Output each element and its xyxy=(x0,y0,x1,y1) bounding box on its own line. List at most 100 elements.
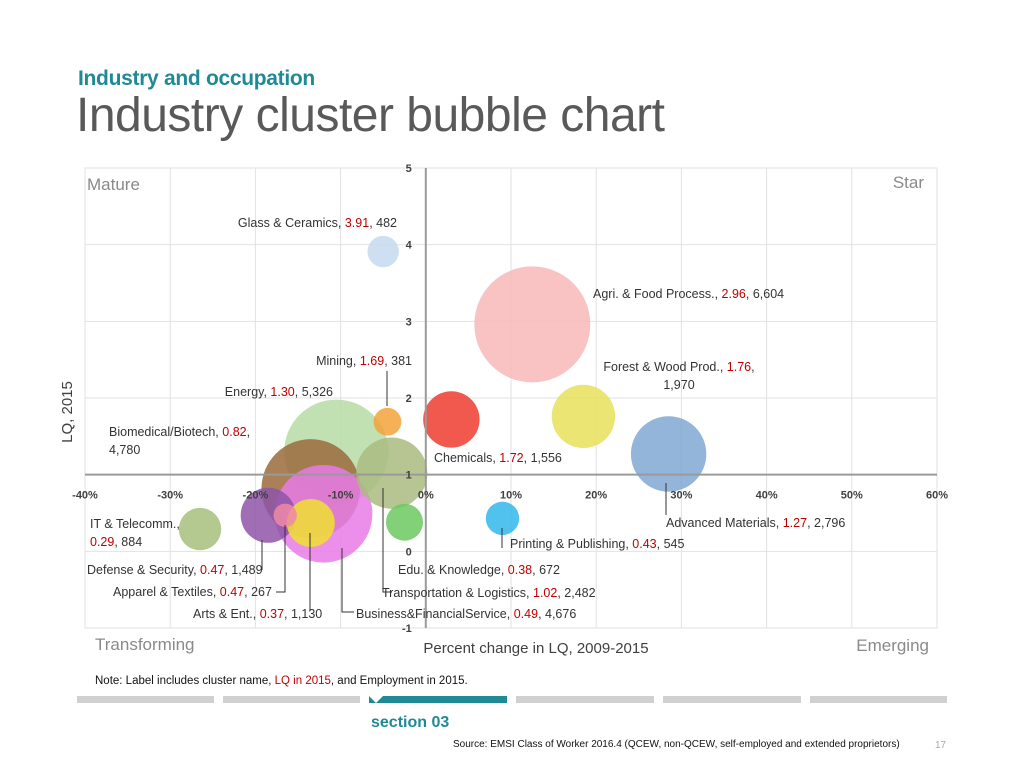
nav-section-4[interactable] xyxy=(516,696,654,703)
nav-section-6[interactable] xyxy=(810,696,947,703)
data-label-text: Advanced Materials, xyxy=(666,516,783,530)
nav-section-1[interactable] xyxy=(77,696,214,703)
data-label-text: Mining, xyxy=(316,354,360,368)
data-label-text: , xyxy=(751,360,754,374)
data-label-text: 1,970 xyxy=(663,378,694,392)
x-tick-label: 40% xyxy=(756,490,778,502)
data-label-lq-value: 0.37 xyxy=(260,607,284,621)
data-label-forest-wood-prod: Forest & Wood Prod., 1.76, xyxy=(603,360,754,374)
data-label-text: Forest & Wood Prod., xyxy=(603,360,726,374)
data-label-lq-value: 2.96 xyxy=(722,287,746,301)
data-label-text: , 4,676 xyxy=(538,607,576,621)
x-axis-title: Percent change in LQ, 2009-2015 xyxy=(423,640,648,657)
data-label-text: Chemicals, xyxy=(434,451,499,465)
note-suffix: , and Employment in 2015. xyxy=(330,675,468,687)
data-label-text: Printing & Publishing, xyxy=(510,537,632,551)
data-label-defense-security: Defense & Security, 0.47, 1,489 xyxy=(87,563,263,577)
data-label-text: Defense & Security, xyxy=(87,563,200,577)
y-tick-label: 3 xyxy=(406,316,412,328)
data-label-text: Energy, xyxy=(225,385,271,399)
chart-note: Note: Label includes cluster name, LQ in… xyxy=(95,675,468,687)
note-prefix: Note: Label includes cluster name, xyxy=(95,675,275,687)
data-label-text: Transportation & Logistics, xyxy=(382,586,533,600)
data-label-chemicals: Chemicals, 1.72, 1,556 xyxy=(434,451,562,465)
bubble-forest-wood-prod xyxy=(551,384,616,449)
section-label: section 03 xyxy=(371,714,450,731)
x-tick-label: -10% xyxy=(328,490,354,502)
data-label-edu-knowledge: Edu. & Knowledge, 0.38, 672 xyxy=(398,563,560,577)
data-label-text: , 2,482 xyxy=(557,586,595,600)
data-label-text: Glass & Ceramics, xyxy=(238,216,345,230)
data-label-text: Biomedical/Biotech, xyxy=(109,425,222,439)
nav-section-2[interactable] xyxy=(223,696,360,703)
data-label-energy: Energy, 1.30, 5,326 xyxy=(225,385,333,399)
x-tick-label: 30% xyxy=(670,490,692,502)
x-tick-label: 50% xyxy=(841,490,863,502)
section-subtitle: Industry and occupation xyxy=(78,67,315,90)
data-label-text: , 1,489 xyxy=(224,563,262,577)
bubble-advanced-materials xyxy=(630,416,707,492)
data-label-agri-food-process: Agri. & Food Process., 2.96, 6,604 xyxy=(593,287,784,301)
data-label-text: Agri. & Food Process., xyxy=(593,287,722,301)
data-label-lq-value: 0.82 xyxy=(222,425,246,439)
data-label-text: , 884 xyxy=(114,535,142,549)
quadrant-label-transforming: Transforming xyxy=(95,635,195,654)
data-label-text: Apparel & Textiles, xyxy=(113,585,220,599)
nav-section-3[interactable] xyxy=(369,696,507,703)
x-tick-label: 0% xyxy=(418,490,434,502)
page-number: 17 xyxy=(935,740,947,751)
data-label-lq-value: 1.72 xyxy=(499,451,523,465)
data-label-biomedical-biotech: Biomedical/Biotech, 0.82, xyxy=(109,425,250,439)
y-tick-label: 4 xyxy=(406,240,413,252)
source-note: Source: EMSI Class of Worker 2016.4 (QCE… xyxy=(453,739,900,750)
data-label-text: , 5,326 xyxy=(295,385,333,399)
y-tick-label: 1 xyxy=(406,470,412,482)
x-tick-label: -30% xyxy=(157,490,183,502)
data-label-lq-value: 3.91 xyxy=(345,216,369,230)
data-label-lq-value: 0.43 xyxy=(632,537,656,551)
data-label-glass-ceramics: Glass & Ceramics, 3.91, 482 xyxy=(238,216,397,230)
bubble-agri-food-process xyxy=(474,266,591,383)
data-label-lq-value: 0.49 xyxy=(514,607,538,621)
x-tick-label: -40% xyxy=(72,490,98,502)
quadrant-label-emerging: Emerging xyxy=(856,636,929,655)
bubble-edu-knowledge xyxy=(386,503,423,541)
x-tick-label: -20% xyxy=(243,490,269,502)
data-label-text: , 482 xyxy=(369,216,397,230)
data-label-forest-wood-prod: 1,970 xyxy=(663,378,694,392)
x-tick-label: 20% xyxy=(585,490,607,502)
data-label-advanced-materials: Advanced Materials, 1.27, 2,796 xyxy=(666,516,845,530)
data-label-text: IT & Telecomm., xyxy=(90,517,180,531)
nav-current-marker xyxy=(369,696,383,703)
data-label-lq-value: 1.02 xyxy=(533,586,557,600)
data-label-text: Edu. & Knowledge, xyxy=(398,563,508,577)
data-label-text: , 1,556 xyxy=(524,451,562,465)
data-label-it-telecomm: 0.29, 884 xyxy=(90,535,142,549)
data-label-printing-publishing: Printing & Publishing, 0.43, 545 xyxy=(510,537,684,551)
data-label-lq-value: 0.38 xyxy=(508,563,532,577)
data-label-text: , 545 xyxy=(657,537,685,551)
bubble-apparel-textiles xyxy=(273,503,297,527)
data-label-text: , 1,130 xyxy=(284,607,322,621)
note-highlight: LQ in 2015 xyxy=(274,675,331,687)
leader-line xyxy=(276,525,286,593)
y-tick-label: 2 xyxy=(406,393,412,405)
data-label-text: , 381 xyxy=(384,354,412,368)
bubble-chemicals xyxy=(423,391,480,448)
nav-section-5[interactable] xyxy=(663,696,801,703)
bubble-mining xyxy=(373,407,402,436)
bubble-glass-ceramics xyxy=(367,235,399,268)
data-label-text: Business&FinancialService, xyxy=(356,607,514,621)
page-title: Industry cluster bubble chart xyxy=(76,89,665,142)
data-label-text: , 267 xyxy=(244,585,272,599)
bubble-defense-security xyxy=(240,487,296,543)
data-label-text: , xyxy=(247,425,250,439)
bubble-arts-ent xyxy=(286,498,335,547)
bubble-transportation-logistics xyxy=(356,437,428,509)
data-label-lq-value: 1.76 xyxy=(727,360,751,374)
leader-line xyxy=(382,488,392,593)
data-label-text: Arts & Ent., xyxy=(193,607,260,621)
quadrant-label-mature: Mature xyxy=(87,175,140,194)
data-label-business-financialservice: Business&FinancialService, 0.49, 4,676 xyxy=(356,607,576,621)
data-label-text: , 672 xyxy=(532,563,560,577)
